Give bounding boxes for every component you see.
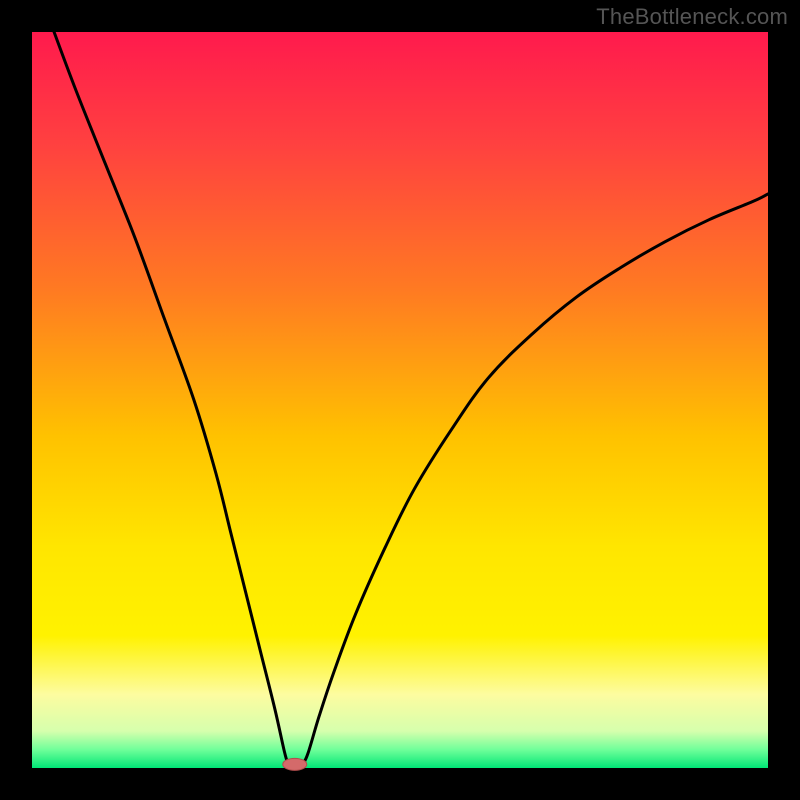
bottleneck-chart (0, 0, 800, 800)
optimal-marker (283, 758, 307, 770)
watermark-text: TheBottleneck.com (596, 4, 788, 30)
plot-background (32, 32, 768, 768)
chart-container: TheBottleneck.com (0, 0, 800, 800)
